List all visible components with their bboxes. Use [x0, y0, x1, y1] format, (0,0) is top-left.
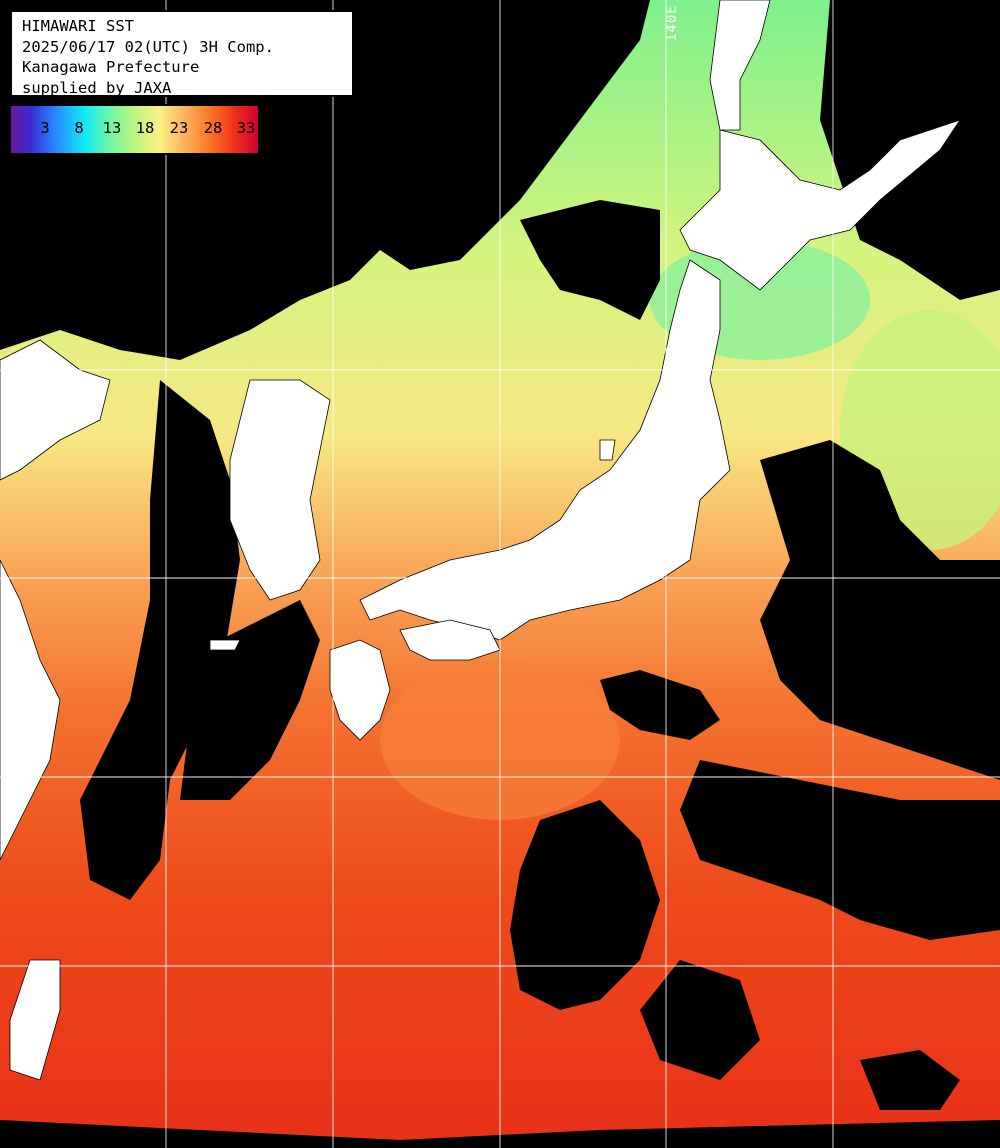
- map-datetime: 2025/06/17 02(UTC) 3H Comp.: [22, 37, 274, 56]
- colorbar-tick: 3: [40, 119, 50, 137]
- lon-140-label: 140E: [664, 4, 680, 42]
- colorbar-tick: 13: [102, 119, 122, 137]
- land: [0, 0, 961, 1081]
- lat-40-label: 40N: [18, 352, 47, 368]
- info-box: HIMAWARI SST 2025/06/17 02(UTC) 3H Comp.…: [10, 10, 354, 97]
- colorbar-tick: 28: [203, 119, 223, 137]
- sado: [599, 439, 616, 461]
- hokkaido: [679, 119, 961, 291]
- colorbar-tick: 18: [135, 119, 155, 137]
- colorbar-tick: 23: [169, 119, 189, 137]
- map-region: Kanagawa Prefecture: [22, 58, 200, 76]
- lat-30-label: 30N: [18, 758, 47, 774]
- shikoku: [399, 619, 501, 661]
- china-coast: [0, 339, 111, 481]
- colorbar-tick: 33: [236, 119, 256, 137]
- colorbar-tick: 8: [74, 119, 84, 137]
- map-credit: supplied by JAXA: [22, 78, 172, 97]
- jeju: [209, 639, 241, 651]
- korea: [229, 379, 331, 601]
- map-title: HIMAWARI SST: [22, 17, 134, 35]
- sakhalin: [709, 0, 771, 131]
- taiwan: [9, 959, 61, 1081]
- honshu: [359, 259, 731, 641]
- temperature-colorbar: 3 8 13 18 23 28 33: [9, 104, 260, 155]
- china-shore: [0, 559, 61, 861]
